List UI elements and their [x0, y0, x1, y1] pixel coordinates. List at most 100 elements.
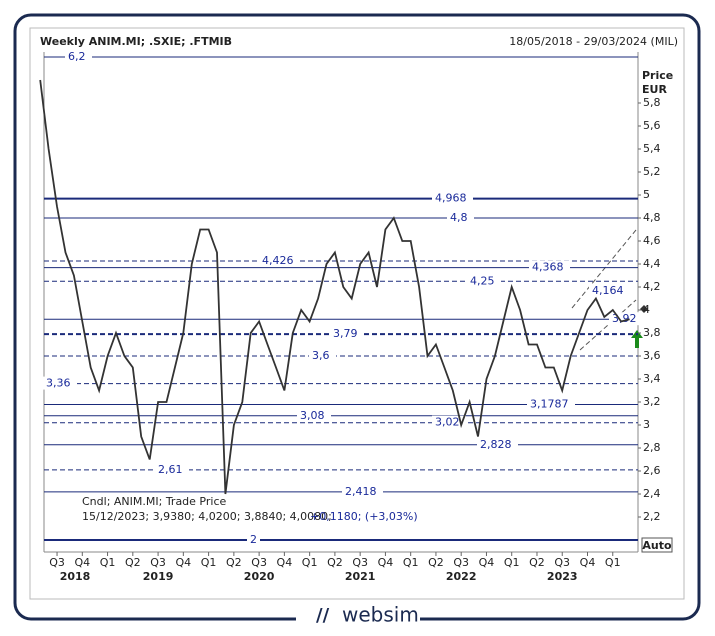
- logo-bg: [296, 602, 420, 628]
- level-label: 4,25: [470, 274, 495, 287]
- x-tick-label: Q2: [428, 556, 444, 569]
- logo: websim: [342, 603, 419, 627]
- level-label-bg: [527, 397, 575, 411]
- y-tick-label: 2,6: [643, 464, 661, 477]
- level-label: 2,61: [158, 463, 183, 476]
- x-tick-label: Q4: [378, 556, 394, 569]
- x-tick-label: Q1: [504, 556, 520, 569]
- level-label-bg: [342, 484, 383, 498]
- year-label: 2018: [60, 570, 91, 583]
- y-label: Price: [642, 69, 673, 82]
- x-tick-label: Q1: [100, 556, 116, 569]
- y-tick-label: 3: [643, 418, 650, 431]
- level-label: 2: [250, 533, 257, 546]
- x-tick-label: Q3: [150, 556, 166, 569]
- level-label-bg: [467, 274, 501, 288]
- info-line: Cndl; ANIM.MI; Trade Price: [82, 495, 226, 508]
- x-tick-label: Q1: [403, 556, 419, 569]
- x-tick-label: Q4: [580, 556, 596, 569]
- level-label-bg: [432, 191, 473, 205]
- auto-button-label[interactable]: Auto: [642, 539, 672, 552]
- y-tick-label: 4,4: [643, 257, 661, 270]
- channel-upper: [571, 229, 637, 309]
- price-line: [39, 79, 630, 495]
- level-label: 4,426: [262, 254, 294, 267]
- level-label-bg: [330, 327, 364, 341]
- y-tick-label: 5: [643, 188, 650, 201]
- x-tick-label: Q4: [277, 556, 293, 569]
- x-tick-label: Q2: [327, 556, 343, 569]
- x-tick-label: Q4: [74, 556, 90, 569]
- level-label-bg: [155, 462, 189, 476]
- level-label: 3,92: [612, 312, 637, 325]
- y-tick-label: 2,4: [643, 487, 661, 500]
- y-tick-label: 4: [643, 303, 650, 316]
- level-label: 6,2: [68, 50, 86, 63]
- info-line: 15/12/2023; 3,9380; 4,0200; 3,8840; 4,00…: [82, 510, 332, 523]
- level-label: 2,828: [480, 438, 512, 451]
- y-tick-label: 5,4: [643, 142, 661, 155]
- level-label-bg: [259, 254, 300, 268]
- info-change: +0,1180; (+3,03%): [310, 510, 418, 523]
- year-label: 2019: [143, 570, 174, 583]
- year-label: 2023: [547, 570, 578, 583]
- level-label-bg: [43, 376, 77, 390]
- x-tick-label: Q1: [201, 556, 217, 569]
- price-marker: [640, 305, 648, 313]
- level-label: 3,1787: [530, 397, 569, 410]
- level-label-bg: [589, 284, 630, 298]
- signal-arrow: [631, 330, 643, 348]
- x-tick-label: Q2: [529, 556, 545, 569]
- channel-lower: [579, 299, 637, 351]
- level-label: 4,8: [450, 211, 468, 224]
- x-tick-label: Q2: [226, 556, 242, 569]
- level-label-bg: [432, 415, 466, 429]
- level-label: 4,368: [532, 261, 564, 274]
- y-tick-label: 5,6: [643, 119, 661, 132]
- y-tick-label: 2,8: [643, 441, 661, 454]
- level-label: 3,6: [312, 349, 330, 362]
- level-label-bg: [447, 211, 474, 224]
- level-label: 3,36: [46, 377, 71, 390]
- chart-panel: [29, 27, 685, 600]
- y-tick-label: 4,8: [643, 211, 661, 224]
- logo-mark: //: [316, 605, 330, 626]
- y-tick-label: 3,2: [643, 395, 661, 408]
- x-tick-label: Q4: [479, 556, 495, 569]
- auto-button[interactable]: [641, 537, 673, 553]
- level-label-bg: [297, 408, 331, 422]
- date-range: 18/05/2018 - 29/03/2024 (MIL): [509, 35, 678, 48]
- level-label: 3,79: [333, 327, 358, 340]
- x-tick-label: Q1: [605, 556, 621, 569]
- x-tick-label: Q3: [554, 556, 570, 569]
- x-tick-label: Q4: [176, 556, 192, 569]
- level-label-bg: [477, 437, 518, 451]
- x-tick-label: Q2: [125, 556, 141, 569]
- y-tick-label: 4,6: [643, 234, 661, 247]
- x-tick-label: Q3: [49, 556, 65, 569]
- y-tick-label: 3,6: [643, 349, 661, 362]
- y-tick-label: 5,2: [643, 165, 661, 178]
- x-tick-label: Q3: [453, 556, 469, 569]
- y-tick-label: 2,2: [643, 510, 661, 523]
- x-tick-label: Q3: [251, 556, 267, 569]
- y-tick-label: 4,2: [643, 280, 661, 293]
- x-tick-label: Q3: [352, 556, 368, 569]
- level-label-bg: [247, 533, 260, 546]
- level-label-bg: [309, 349, 336, 362]
- level-label: 2,418: [345, 485, 377, 498]
- y-tick-label: 3,8: [643, 326, 661, 339]
- level-label-bg: [65, 50, 92, 63]
- year-label: 2022: [446, 570, 477, 583]
- chart-title: Weekly ANIM.MI; .SXIE; .FTMIB: [40, 35, 232, 48]
- year-label: 2020: [244, 570, 275, 583]
- level-label-bg: [529, 260, 570, 274]
- level-label: 3,08: [300, 409, 325, 422]
- y-tick-label: 3,4: [643, 372, 661, 385]
- y-unit: EUR: [642, 83, 667, 96]
- level-label: 4,164: [592, 284, 624, 297]
- y-tick-label: 5,8: [643, 96, 661, 109]
- x-tick-label: Q1: [302, 556, 318, 569]
- level-label: 3,02: [435, 416, 460, 429]
